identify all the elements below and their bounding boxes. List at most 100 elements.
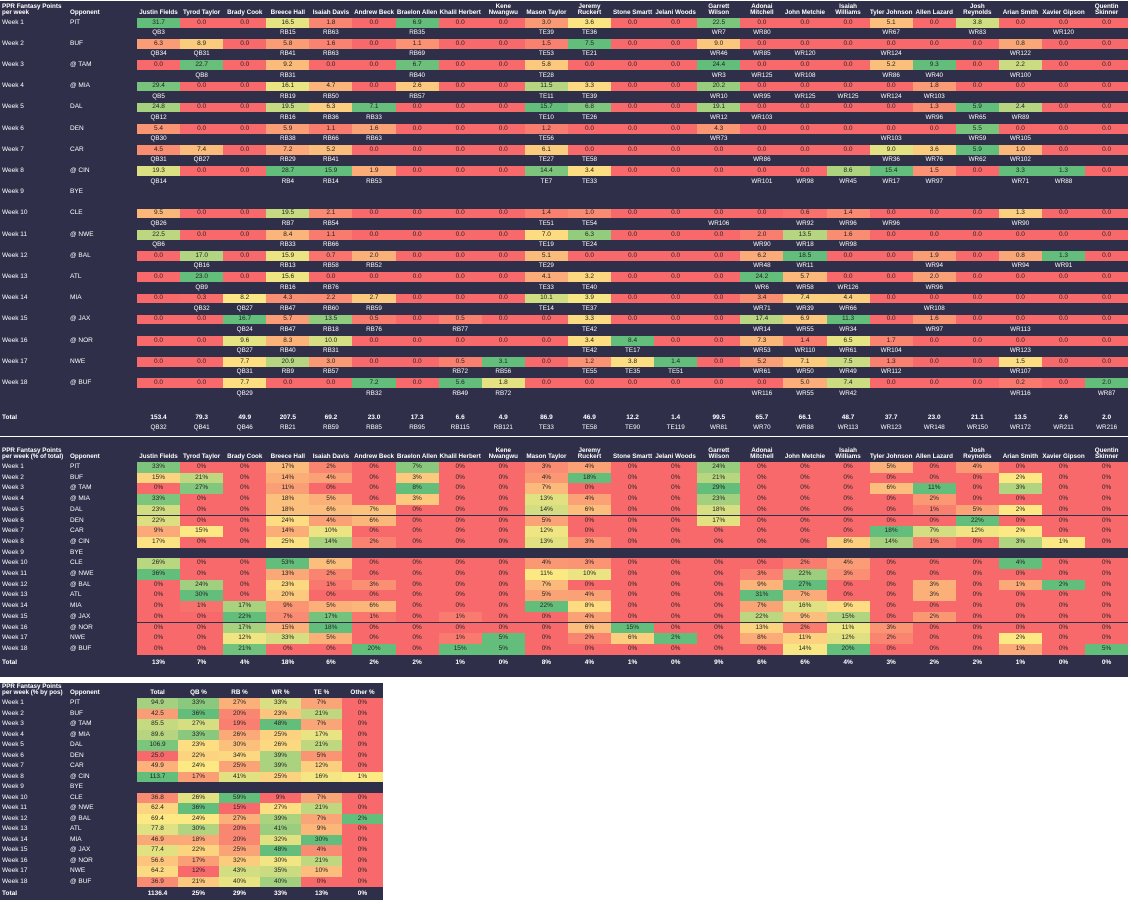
value-cell: 0.0 [1085, 124, 1129, 134]
rank-cell: RB66 [323, 241, 339, 249]
week-label: Week 9 [2, 188, 24, 196]
value-cell: 32% [219, 855, 260, 866]
rank-cell [611, 49, 654, 61]
rank-cell: RB40 [409, 71, 425, 79]
value-cell: 0% [524, 633, 568, 644]
value-cell: 3% [998, 536, 1042, 548]
value-cell: 17% [178, 855, 219, 866]
value-cell: 11% [826, 622, 870, 634]
total-value: 46.9 [583, 413, 596, 421]
column-header-quentin-skinner: Quentin Skinner [1094, 446, 1119, 461]
value-cell: 0.0 [180, 102, 224, 113]
value-cell: 0.0 [481, 102, 525, 113]
value-cell: 5.5 [955, 124, 999, 134]
rank-cell [396, 218, 439, 230]
value-cell: 7% [301, 719, 342, 730]
rank-cell [1042, 49, 1085, 61]
total-value: 2% [929, 659, 939, 667]
value-cell: 7.1 [352, 102, 396, 113]
value-cell: 0.0 [180, 124, 224, 134]
week-row: Week 5 DAL 24.8 0.0 0.0 19.5 6.3 7.1 0.0 0.0 0.0 15… [0, 102, 1129, 113]
spacer [0, 240, 68, 252]
value-cell: 18% [266, 494, 310, 505]
value-cell: 39% [260, 813, 301, 824]
total-rank: RB85 [366, 424, 382, 432]
value-cell: 0% [180, 643, 224, 655]
total-value: 7% [196, 659, 207, 667]
total-value: 13% [152, 659, 166, 667]
rank-cell: RB33 [366, 113, 382, 121]
value-cell: 16.1 [266, 81, 310, 92]
value-cell: 17% [223, 622, 267, 634]
value-cell: 0.0 [567, 124, 612, 134]
total-value: 2% [972, 659, 983, 667]
value-cell: 12% [178, 866, 219, 877]
rank-cell [611, 282, 654, 294]
rank-cell [956, 261, 999, 273]
value-cell: 0% [180, 515, 224, 527]
rank-cell [956, 70, 999, 82]
rank-cell: WR97 [925, 177, 943, 185]
spacer [68, 49, 137, 61]
value-cell: 0% [223, 526, 267, 537]
value-cell: 0.0 [223, 208, 267, 219]
value-cell: 5.9 [955, 145, 999, 155]
rank-row: QB24 RB47 RB18 RB76 RB77 TE42 WR14 WR55 WR34 WR97… [0, 324, 1128, 336]
value-cell: 9.6 [223, 336, 267, 346]
value-cell: 7% [740, 601, 784, 612]
value-cell: 24% [178, 813, 219, 824]
value-cell: 0% [697, 601, 741, 612]
value-cell: 0% [567, 579, 612, 591]
rank-cell [352, 282, 395, 294]
opponent-cell: @ NOR [70, 336, 93, 344]
value-cell: 0.0 [1041, 208, 1086, 219]
value-cell: 1.3 [912, 102, 956, 113]
value-cell: 2.4 [998, 102, 1042, 113]
value-cell: 22% [955, 515, 999, 527]
column-header-breece-hall: Breece Hall [270, 9, 305, 17]
rank-cell [956, 218, 999, 230]
value-cell: 30% [260, 855, 301, 866]
value-cell: 8.2 [223, 293, 267, 304]
rank-cell [611, 28, 654, 40]
value-cell: 0.0 [869, 208, 913, 219]
value-cell: 0% [869, 579, 913, 591]
value-cell: 0% [869, 494, 913, 505]
rank-cell [654, 112, 697, 124]
rank-cell: WR36 [882, 156, 900, 164]
value-cell: 1.5 [524, 39, 568, 49]
value-cell: 12% [301, 761, 342, 772]
value-cell: 0% [395, 526, 439, 537]
value-cell: 0% [697, 569, 741, 580]
value-cell: 2% [998, 633, 1042, 644]
column-header-john-metchie: John Metchie [784, 9, 826, 17]
value-cell: 0% [998, 601, 1042, 612]
value-cell: 0% [1041, 494, 1086, 505]
value-cell: 0.0 [869, 251, 913, 261]
rank-cell: WR116 [1010, 389, 1031, 397]
value-cell: 0.0 [826, 145, 870, 155]
rank-cell [137, 70, 180, 82]
value-cell: 0% [309, 590, 353, 602]
value-cell: 3.8 [611, 357, 655, 367]
spacer [68, 346, 137, 358]
value-cell: 27% [180, 483, 224, 495]
value-cell: 18% [697, 504, 741, 516]
value-cell: 19% [219, 719, 260, 730]
week-label: Week 11 [2, 570, 28, 578]
rank-cell [352, 49, 395, 61]
week-row: Week 4 @ MIA 29.4 0.0 0.0 16.1 4.7 0.0 2.6 0.0 0.0… [0, 81, 1129, 92]
column-header-stone-smartt: Stone Smartt [612, 453, 653, 461]
value-cell: 12% [826, 633, 870, 644]
value-cell: 1% [438, 633, 482, 644]
total-value: 13% [314, 890, 328, 898]
opponent-cell: MIA [70, 294, 82, 302]
value-cell: 32% [260, 834, 301, 845]
rank-cell [913, 49, 956, 61]
week-label: Week 13 [2, 591, 28, 599]
value-cell: 0% [395, 569, 439, 580]
opponent-cell: PIT [70, 463, 81, 471]
week-row: Week 2 BUF 42.5 36% 20% 23% 21% 0% [0, 708, 383, 719]
value-cell: 0.0 [352, 81, 396, 92]
value-cell: 11% [524, 569, 568, 580]
